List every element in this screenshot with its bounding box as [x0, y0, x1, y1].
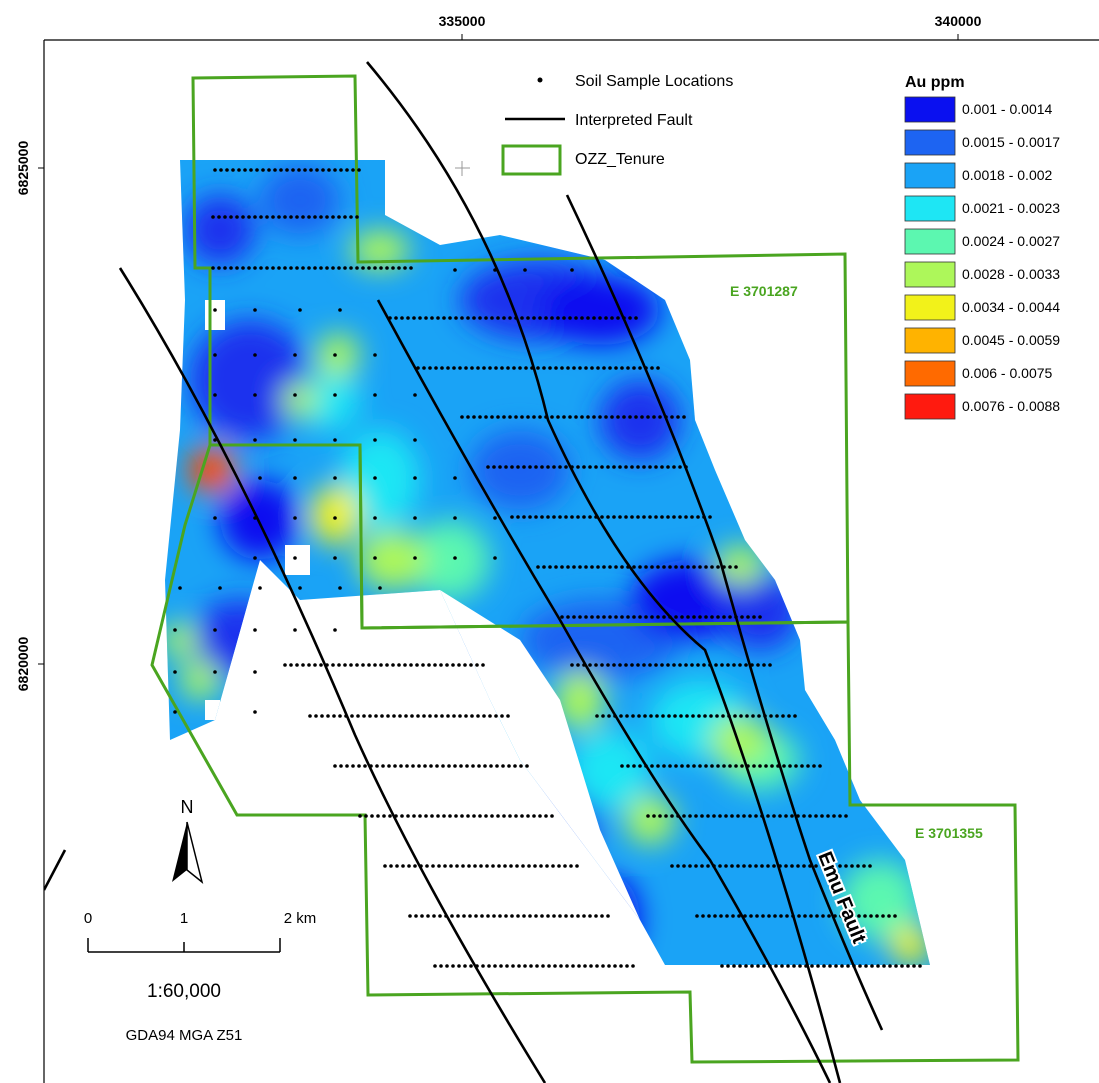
- au-legend-label-2: 0.0018 - 0.002: [962, 167, 1053, 183]
- grid-crosshair: [455, 161, 470, 176]
- scale-ratio: 1:60,000: [147, 981, 221, 1002]
- au-legend-label-1: 0.0015 - 0.0017: [962, 134, 1060, 150]
- au-legend-swatch-2: [904, 162, 956, 189]
- fault-line-1: [118, 267, 547, 1083]
- au-legend-swatch-6: [904, 294, 956, 321]
- au-legend-label-8: 0.006 - 0.0075: [962, 365, 1053, 381]
- au-legend-label-6: 0.0034 - 0.0044: [962, 299, 1060, 315]
- legend-tenure: OZZ_Tenure: [575, 151, 665, 168]
- au-legend-swatch-0: [904, 96, 956, 123]
- map-frame: [38, 34, 1099, 1083]
- scale-tick-0: 0: [84, 910, 92, 927]
- tenure-polygon-west: [150, 443, 1020, 1064]
- legend-fault: Interpreted Fault: [575, 112, 693, 129]
- tenement-label-e3701355: E 3701355: [915, 825, 983, 841]
- easting-label-335000: 335000: [439, 13, 486, 29]
- legend-soil-samples: Soil Sample Locations: [575, 73, 733, 90]
- tenure-symbol: [501, 144, 562, 176]
- au-legend-label-4: 0.0024 - 0.0027: [962, 233, 1060, 249]
- au-legend-swatch-7: [904, 327, 956, 354]
- au-legend-label-5: 0.0028 - 0.0033: [962, 266, 1060, 282]
- au-legend-swatch-4: [904, 228, 956, 255]
- north-arrow-label: N: [181, 797, 194, 817]
- soil-sample-symbol: [537, 77, 543, 83]
- northing-label-6820000: 6820000: [15, 637, 31, 692]
- au-legend-swatch-8: [904, 360, 956, 387]
- easting-label-340000: 340000: [935, 13, 982, 29]
- north-arrow: N: [172, 797, 204, 884]
- au-legend-swatch-3: [904, 195, 956, 222]
- au-legend-label-0: 0.001 - 0.0014: [962, 101, 1053, 117]
- fault-line-3: [376, 299, 832, 1083]
- au-legend-title: Au ppm: [905, 74, 965, 91]
- au-legend-label-3: 0.0021 - 0.0023: [962, 200, 1060, 216]
- fault-line-2: [366, 61, 842, 1083]
- au-legend-label-7: 0.0045 - 0.0059: [962, 332, 1060, 348]
- soil-sample-points: [173, 168, 922, 968]
- au-legend-swatch-1: [904, 129, 956, 156]
- au-legend-swatch-9: [904, 393, 956, 420]
- ozz-tenure-boundaries: [150, 74, 1020, 1064]
- map-legend: Soil Sample Locations Interpreted Fault …: [501, 73, 733, 176]
- fault-line-emu: [565, 194, 884, 1031]
- fault-line-sw: [44, 849, 67, 891]
- scale-bar: 0 1 2 km 1:60,000: [84, 910, 316, 1002]
- interpreted-faults: [44, 61, 884, 1083]
- au-ppm-legend: Au ppm 0.001 - 0.0014 0.0015 - 0.0017 0.00…: [904, 74, 1060, 420]
- projection-label: GDA94 MGA Z51: [126, 1027, 243, 1044]
- au-legend-swatch-5: [904, 261, 956, 288]
- scale-tick-2km: 2 km: [284, 910, 317, 927]
- tenement-label-e3701287: E 3701287: [730, 283, 798, 299]
- scale-tick-1: 1: [180, 910, 188, 927]
- northing-label-6825000: 6825000: [15, 141, 31, 196]
- au-legend-label-9: 0.0076 - 0.0088: [962, 398, 1060, 414]
